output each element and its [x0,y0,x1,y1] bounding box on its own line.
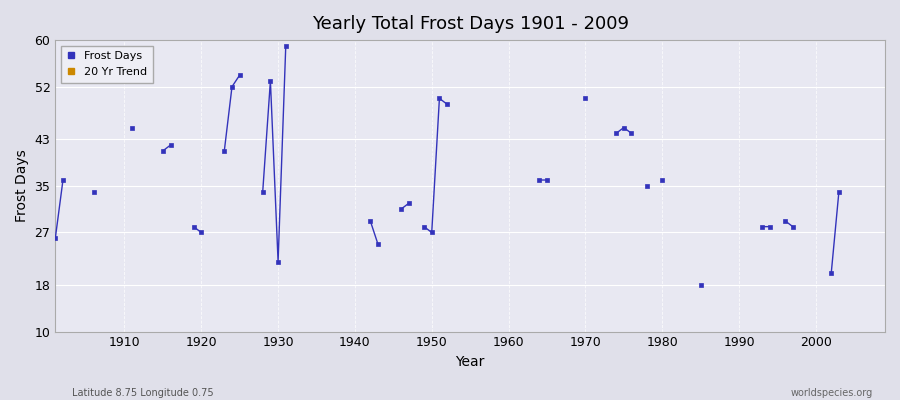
Text: Latitude 8.75 Longitude 0.75: Latitude 8.75 Longitude 0.75 [72,388,213,398]
Legend: Frost Days, 20 Yr Trend: Frost Days, 20 Yr Trend [61,46,153,82]
Y-axis label: Frost Days: Frost Days [15,150,29,222]
Title: Yearly Total Frost Days 1901 - 2009: Yearly Total Frost Days 1901 - 2009 [311,15,628,33]
X-axis label: Year: Year [455,355,485,369]
Text: worldspecies.org: worldspecies.org [791,388,873,398]
